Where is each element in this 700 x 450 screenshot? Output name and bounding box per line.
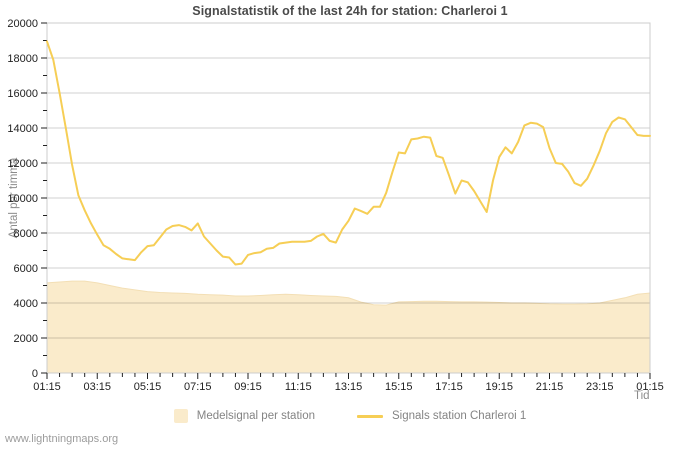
x-tick-label: 01:15 bbox=[33, 381, 61, 393]
x-tick-label: 13:15 bbox=[335, 381, 363, 393]
x-tick-label: 07:15 bbox=[184, 381, 212, 393]
y-tick-label: 8000 bbox=[14, 228, 38, 240]
x-tick-label: 21:15 bbox=[536, 381, 564, 393]
watermark: www.lightningmaps.org bbox=[5, 433, 119, 445]
y-tick-label: 12000 bbox=[7, 158, 38, 170]
legend-line-label: Signals station Charleroi 1 bbox=[392, 410, 527, 422]
y-tick-label: 16000 bbox=[7, 88, 38, 100]
x-axis-title: Tid bbox=[634, 390, 650, 402]
chart-title: Signalstatistik of the last 24h for stat… bbox=[192, 4, 508, 18]
signal-line bbox=[46, 40, 651, 266]
x-tick-label: 05:15 bbox=[134, 381, 162, 393]
y-tick-label: 20000 bbox=[7, 18, 38, 30]
x-tick-label: 23:15 bbox=[586, 381, 614, 393]
y-tick-label: 6000 bbox=[14, 263, 38, 275]
y-tick-label: 0 bbox=[32, 368, 38, 380]
x-tick-label: 17:15 bbox=[435, 381, 463, 393]
x-tick-label: 15:15 bbox=[385, 381, 413, 393]
y-tick-label: 14000 bbox=[7, 123, 38, 135]
average-area bbox=[46, 280, 651, 374]
x-tick-label: 09:15 bbox=[234, 381, 262, 393]
x-tick-label: 03:15 bbox=[83, 381, 111, 393]
x-tick-label: 01:15 bbox=[636, 381, 664, 393]
legend-item-average: Medelsignal per station bbox=[173, 409, 315, 423]
legend-line-swatch bbox=[357, 414, 383, 418]
legend-area-label: Medelsignal per station bbox=[196, 410, 315, 422]
y-tick-label: 10000 bbox=[7, 193, 38, 205]
legend-area-swatch bbox=[173, 409, 188, 423]
legend: Medelsignal per station Signals station … bbox=[0, 409, 700, 423]
y-tick-label: 18000 bbox=[7, 53, 38, 65]
y-tick-label: 4000 bbox=[14, 298, 38, 310]
x-tick-label: 19:15 bbox=[485, 381, 513, 393]
x-tick-label: 11:15 bbox=[285, 381, 312, 393]
y-tick-label: 2000 bbox=[14, 333, 38, 345]
legend-item-signals: Signals station Charleroi 1 bbox=[357, 410, 526, 422]
